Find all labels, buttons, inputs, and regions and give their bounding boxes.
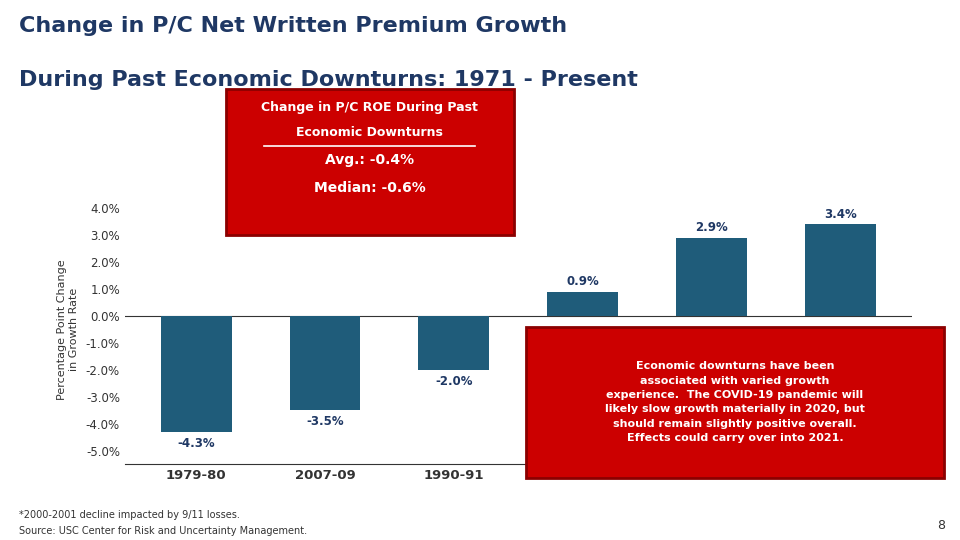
Text: During Past Economic Downturns: 1971 - Present: During Past Economic Downturns: 1971 - P…: [19, 70, 638, 90]
Text: Median: -0.6%: Median: -0.6%: [314, 181, 425, 195]
Y-axis label: Percentage Point Change
in Growth Rate: Percentage Point Change in Growth Rate: [58, 259, 79, 400]
Bar: [677, 238, 747, 316]
Text: 8: 8: [938, 519, 946, 532]
Text: Economic downturns have been
associated with varied growth
experience.  The COVI: Economic downturns have been associated …: [605, 361, 865, 443]
Text: -3.5%: -3.5%: [306, 415, 344, 428]
Text: Avg.: -0.4%: Avg.: -0.4%: [325, 153, 414, 167]
Text: Change in P/C ROE During Past: Change in P/C ROE During Past: [261, 101, 478, 114]
Text: -2.0%: -2.0%: [435, 375, 472, 388]
Bar: [160, 316, 231, 432]
Bar: [419, 316, 490, 370]
Text: -4.3%: -4.3%: [178, 437, 215, 450]
Bar: [805, 224, 876, 316]
Text: 0.9%: 0.9%: [566, 275, 599, 288]
Bar: [547, 292, 618, 316]
Text: *2000-2001 decline impacted by 9/11 losses.: *2000-2001 decline impacted by 9/11 loss…: [19, 510, 240, 521]
Text: 3.4%: 3.4%: [825, 208, 857, 221]
Bar: [290, 316, 360, 410]
Text: Change in P/C Net Written Premium Growth: Change in P/C Net Written Premium Growth: [19, 16, 567, 36]
Text: Source: USC Center for Risk and Uncertainty Management.: Source: USC Center for Risk and Uncertai…: [19, 526, 307, 537]
Text: 2.9%: 2.9%: [695, 221, 729, 234]
Text: Economic Downturns: Economic Downturns: [297, 126, 443, 139]
